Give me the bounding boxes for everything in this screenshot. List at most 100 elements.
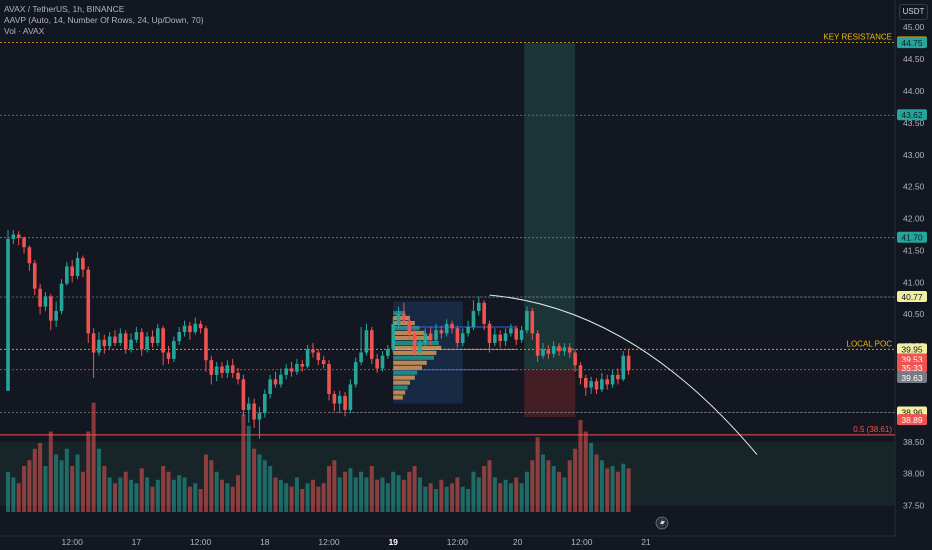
candle-body <box>380 355 385 369</box>
candle-body <box>257 413 262 420</box>
candle-body <box>172 341 176 359</box>
candle-body <box>530 311 535 334</box>
volume-bar <box>332 460 337 512</box>
candle-body <box>139 332 144 350</box>
volume-title[interactable]: Vol · AVAX <box>4 26 45 36</box>
price-tick: 45.00 <box>903 22 925 32</box>
candle-body <box>284 368 288 375</box>
volume-bar <box>605 468 610 512</box>
stop-zone <box>524 369 576 417</box>
candle-body <box>27 247 32 264</box>
volume-bar <box>300 489 305 512</box>
candle-body <box>6 238 10 391</box>
volume-bar <box>150 486 155 512</box>
volume-bar <box>6 471 10 512</box>
volume-bar <box>321 483 326 512</box>
price-tick: 41.50 <box>903 245 925 255</box>
volume-bar <box>359 471 364 512</box>
candle-body <box>594 381 599 390</box>
candle-body <box>412 333 417 353</box>
price-tag-bg <box>897 372 927 384</box>
candle-body <box>541 349 545 356</box>
candle-body <box>321 360 326 365</box>
price-tag-bg <box>897 343 927 355</box>
volume-bar <box>343 471 348 512</box>
profile-row <box>393 360 427 365</box>
candle-body <box>375 358 379 369</box>
volume-bar <box>123 471 128 512</box>
volume-bar <box>161 466 166 512</box>
volume-bar <box>546 460 551 512</box>
candle-body <box>268 379 272 394</box>
volume-bar <box>562 477 567 512</box>
candle-body <box>70 266 74 276</box>
volume-bar <box>626 468 631 512</box>
candle-body <box>455 328 460 343</box>
volume-bar <box>412 466 417 512</box>
candle-body <box>279 374 283 385</box>
profile-row <box>393 390 406 395</box>
candle-body <box>188 325 192 333</box>
time-tick: 12:00 <box>318 537 340 547</box>
profile-row <box>393 395 403 400</box>
volume-bar <box>498 483 503 512</box>
volume-bar <box>145 477 150 512</box>
volume-bar <box>11 477 16 512</box>
volume-bar <box>348 468 353 512</box>
volume-bar <box>471 471 476 512</box>
candle-body <box>289 368 294 372</box>
candle-body <box>337 395 342 404</box>
candle-body <box>567 347 572 353</box>
candle-body <box>359 352 363 363</box>
candle-body <box>246 403 251 410</box>
volume-bar <box>59 460 64 512</box>
time-tick: 12:00 <box>190 537 212 547</box>
price-tick: 42.50 <box>903 182 925 192</box>
candle-body <box>348 384 353 410</box>
volume-bar <box>594 454 599 512</box>
candle-body <box>16 234 21 238</box>
volume-bar <box>91 402 96 512</box>
candle-body <box>418 342 422 353</box>
profile-row <box>393 316 410 321</box>
time-tick: 12:00 <box>571 537 593 547</box>
price-tag-bg <box>897 353 927 365</box>
volume-bar <box>385 483 390 512</box>
candle-body <box>493 334 497 343</box>
candle-body <box>59 283 64 312</box>
curve-trendline <box>489 294 758 455</box>
volume-bar <box>294 477 299 512</box>
price-tag-bg <box>897 291 927 303</box>
currency-button[interactable]: USDT <box>899 4 928 20</box>
volume-bar <box>487 460 492 512</box>
volume-bar <box>214 471 219 512</box>
volume-bar <box>54 454 59 512</box>
candle-body <box>370 330 374 359</box>
candle-body <box>241 379 246 410</box>
candle-body <box>546 349 551 354</box>
time-tick: 18 <box>260 537 270 547</box>
volume-bar <box>273 477 278 512</box>
candle-body <box>86 269 91 334</box>
candle-body <box>209 360 214 375</box>
candle-body <box>402 314 406 321</box>
volume-bar <box>278 479 283 512</box>
candle-body <box>477 302 481 312</box>
volume-bar <box>166 471 171 512</box>
candle-body <box>97 339 101 353</box>
indicator-title[interactable]: AAVP (Auto, 14, Number Of Rows, 24, Up/D… <box>4 15 204 25</box>
volume-bar <box>171 479 176 512</box>
volume-bar <box>530 460 535 512</box>
profile-row <box>393 375 415 380</box>
candle-body <box>32 263 37 289</box>
price-tag-label: 41.70 <box>901 233 923 243</box>
candle-body <box>450 323 454 329</box>
candle-body <box>605 379 609 385</box>
time-tick: 21 <box>641 537 651 547</box>
volume-bar <box>230 486 235 512</box>
symbol-title[interactable]: AVAX / TetherUS, 1h, BINANCE <box>4 4 125 14</box>
candle-body <box>193 323 198 333</box>
candle-body <box>43 296 48 307</box>
candle-body <box>107 336 112 347</box>
